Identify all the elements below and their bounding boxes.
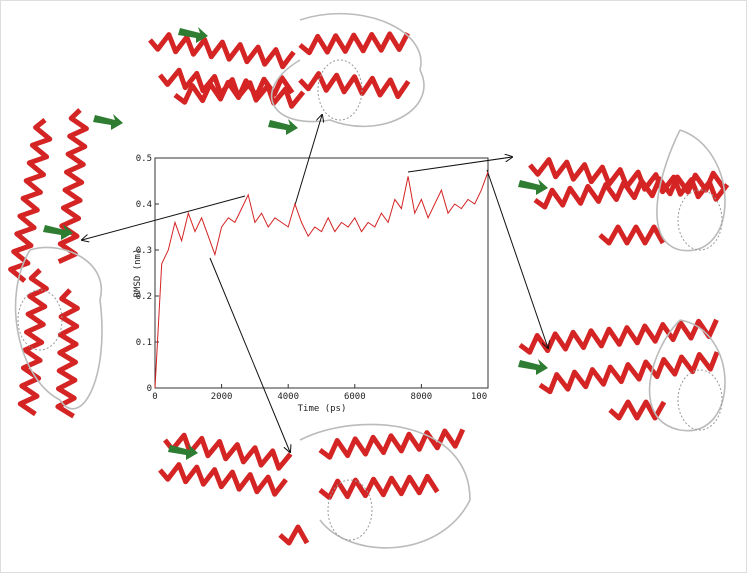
x-tick-label: 100 — [471, 392, 487, 402]
strand — [93, 114, 123, 130]
y-tick-label: 0.5 — [136, 154, 152, 164]
arrow — [210, 258, 290, 452]
y-tick-label: 0 — [147, 384, 152, 394]
x-tick-label: 6000 — [344, 392, 366, 402]
arrow — [295, 115, 322, 205]
arrow — [487, 170, 548, 348]
helix — [600, 227, 663, 243]
helix — [540, 352, 717, 392]
x-tick-label: 4000 — [277, 392, 299, 402]
ligand — [678, 370, 722, 430]
helix — [160, 465, 286, 495]
chart: Time (ps) RMSD (nm) 00.10.20.30.40.50200… — [0, 0, 747, 573]
helix — [300, 33, 408, 53]
y-tick-label: 0.2 — [136, 292, 152, 302]
helix — [320, 476, 437, 497]
rmsd-line — [155, 172, 488, 388]
x-tick-label: 2000 — [211, 392, 233, 402]
ligand — [678, 190, 722, 250]
x-tick-label: 8000 — [411, 392, 433, 402]
strand — [518, 359, 548, 375]
strand — [268, 119, 298, 135]
helix — [59, 110, 87, 262]
protein-structures — [11, 14, 728, 548]
loops — [272, 14, 424, 127]
y-tick-label: 0.1 — [136, 338, 152, 348]
y-tick-label: 0.4 — [136, 200, 152, 210]
x-axis-label: Time (ps) — [298, 404, 347, 414]
helix — [280, 527, 307, 543]
y-tick-label: 0.3 — [136, 246, 152, 256]
helix — [300, 74, 408, 97]
x-tick-label: 0 — [152, 392, 157, 402]
strand — [518, 179, 548, 195]
helix — [11, 120, 50, 281]
plot-frame — [155, 158, 488, 388]
helix — [20, 270, 46, 414]
arrow — [408, 157, 512, 172]
figure: Time (ps) RMSD (nm) 00.10.20.30.40.50200… — [0, 0, 747, 573]
helix — [150, 35, 294, 67]
helix — [520, 320, 717, 352]
